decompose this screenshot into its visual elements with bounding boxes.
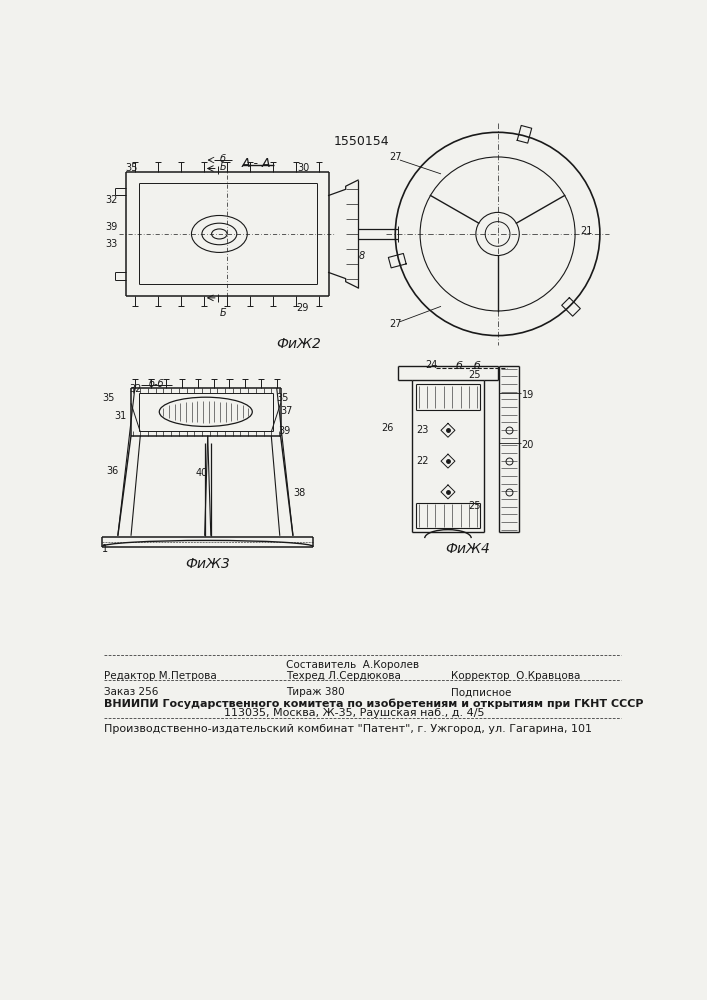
Text: Подписное: Подписное [451, 687, 511, 697]
Text: 24: 24 [426, 360, 438, 370]
Text: Заказ 256: Заказ 256 [104, 687, 158, 697]
Text: Редактор М.Петрова: Редактор М.Петрова [104, 671, 216, 681]
Text: 31: 31 [114, 411, 127, 421]
Text: Производственно-издательский комбинат "Патент", г. Ужгород, ул. Гагарина, 101: Производственно-издательский комбинат "П… [104, 724, 592, 734]
Text: Корректор  О.Кравцова: Корректор О.Кравцова [451, 671, 580, 681]
Text: ФиЖ3: ФиЖ3 [185, 557, 230, 571]
Text: 23: 23 [416, 425, 428, 435]
Text: 35: 35 [103, 393, 115, 403]
Text: 37: 37 [281, 406, 293, 416]
Text: 35: 35 [126, 163, 138, 173]
Text: 36: 36 [106, 466, 119, 477]
Text: 8: 8 [359, 251, 365, 261]
Text: 1: 1 [103, 544, 108, 554]
Text: 33: 33 [105, 239, 117, 249]
Text: б - б: б - б [456, 361, 481, 371]
Text: A - A: A - A [242, 157, 271, 170]
Text: б-б: б-б [149, 379, 164, 389]
Text: Техред Л.Сердюкова: Техред Л.Сердюкова [286, 671, 401, 681]
Text: 21: 21 [580, 226, 593, 236]
Text: ФиЖ4: ФиЖ4 [445, 542, 491, 556]
Text: 30: 30 [298, 163, 310, 173]
Text: 1550154: 1550154 [334, 135, 390, 148]
Text: б: б [220, 154, 226, 164]
Text: 20: 20 [522, 440, 534, 450]
Text: 29: 29 [296, 303, 308, 313]
Text: Б: Б [219, 162, 226, 172]
Text: Составитель  А.Королев: Составитель А.Королев [286, 660, 419, 670]
Text: 27: 27 [389, 152, 402, 162]
Text: 26: 26 [381, 423, 394, 433]
Text: ВНИИПИ Государственного комитета по изобретениям и открытиям при ГКНТ СССР: ВНИИПИ Государственного комитета по изоб… [104, 698, 643, 709]
Text: 32: 32 [129, 384, 142, 394]
Text: 40: 40 [195, 468, 208, 478]
Text: 27: 27 [389, 319, 402, 329]
Text: 19: 19 [522, 389, 534, 399]
Text: 39: 39 [279, 426, 291, 436]
Text: 25: 25 [468, 370, 481, 380]
Text: 113035, Москва, Ж-35, Раушская наб., д. 4/5: 113035, Москва, Ж-35, Раушская наб., д. … [224, 708, 484, 718]
Text: ФиЖ2: ФиЖ2 [276, 337, 321, 351]
Text: 22: 22 [416, 456, 428, 466]
Text: Тираж 380: Тираж 380 [286, 687, 344, 697]
Text: Б: Б [219, 308, 226, 318]
Text: 35: 35 [276, 393, 289, 403]
Text: 38: 38 [293, 488, 305, 498]
Text: 39: 39 [105, 222, 117, 232]
Text: 25: 25 [468, 501, 481, 511]
Text: 32: 32 [105, 195, 118, 205]
